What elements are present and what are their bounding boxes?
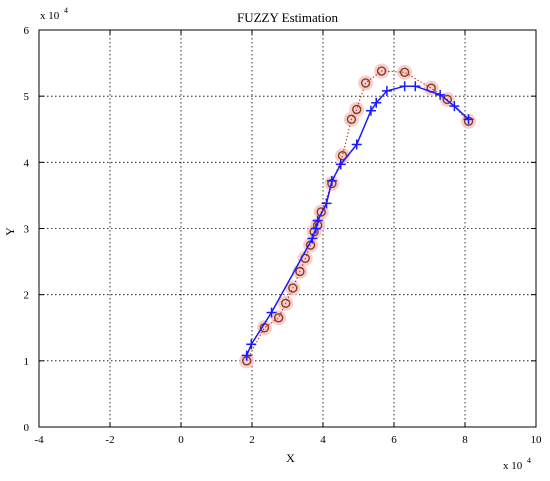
x-tick-label: -2 xyxy=(105,434,114,446)
plus-marker xyxy=(241,350,252,361)
y-tick-label: 5 xyxy=(24,91,30,103)
y-tick-label: 4 xyxy=(24,157,30,169)
plus-marker xyxy=(449,101,460,112)
plus-marker xyxy=(365,105,376,116)
circle-marker xyxy=(442,94,452,105)
marker-halo xyxy=(239,353,255,369)
x-tick-label: 8 xyxy=(462,434,468,446)
circle-marker xyxy=(346,114,357,125)
circle-marker xyxy=(281,298,291,308)
series-circle-line xyxy=(246,70,469,362)
plus-marker xyxy=(351,139,362,150)
marker-halo xyxy=(358,75,374,91)
x-tick-label: 0 xyxy=(178,434,184,446)
x-axis-multiplier-base: x 10 xyxy=(503,460,523,472)
y-tick-label: 6 xyxy=(24,25,30,37)
circle-marker xyxy=(376,66,387,76)
marker-halo xyxy=(256,320,272,336)
grid xyxy=(39,30,536,427)
marker-halo xyxy=(271,310,287,326)
circle-marker xyxy=(316,207,326,217)
y-axis-multiplier-exponent: 4 xyxy=(64,6,68,15)
marker-halo xyxy=(349,101,365,117)
plus-marker xyxy=(310,223,321,234)
marker-halo xyxy=(423,80,439,96)
plus-marker xyxy=(399,81,410,92)
x-axis-multiplier: x 10 4 xyxy=(503,456,531,472)
circle-marker xyxy=(273,313,284,323)
plus-marker xyxy=(321,198,332,209)
plus-marker xyxy=(246,339,257,350)
plus-marker xyxy=(410,81,421,92)
circle-marker xyxy=(360,78,371,88)
circle-marker xyxy=(295,266,305,277)
chart-title: FUZZY Estimation xyxy=(237,10,338,25)
x-tick-label: 10 xyxy=(531,434,543,446)
plus-marker xyxy=(326,175,337,186)
plus-marker xyxy=(435,89,446,100)
y-tick-label: 0 xyxy=(24,422,30,434)
y-axis-multiplier: x 10 4 xyxy=(40,6,68,22)
x-tick-label: 2 xyxy=(249,434,255,446)
plus-marker xyxy=(266,307,277,318)
plus-marker xyxy=(335,159,346,170)
x-tick-label: -4 xyxy=(34,434,44,446)
y-axis-label: Y xyxy=(3,227,17,236)
plus-marker xyxy=(312,215,323,226)
plus-marker xyxy=(463,114,474,125)
y-tick-label: 3 xyxy=(24,224,30,236)
y-axis-multiplier-base: x 10 xyxy=(40,10,60,22)
plus-marker xyxy=(307,233,318,244)
x-tick-label: 6 xyxy=(391,434,397,446)
plus-marker xyxy=(381,85,392,96)
series-layer xyxy=(239,63,477,369)
plus-marker xyxy=(371,97,382,108)
x-axis-label: X xyxy=(286,451,295,465)
x-tick-label: 4 xyxy=(320,434,326,446)
marker-halo xyxy=(397,64,413,80)
circle-marker xyxy=(352,104,362,115)
tick-layer: -4 -2 0 2 4 6 8 10 0 1 2 3 4 5 6 xyxy=(24,25,543,446)
series-plus-line xyxy=(246,85,470,356)
circle-marker xyxy=(337,151,348,161)
x-axis-multiplier-exponent: 4 xyxy=(527,456,531,465)
circle-marker xyxy=(399,67,410,78)
y-tick-label: 1 xyxy=(24,356,30,368)
marker-halo xyxy=(335,148,351,164)
circle-marker xyxy=(288,283,298,293)
y-tick-label: 2 xyxy=(24,290,30,302)
